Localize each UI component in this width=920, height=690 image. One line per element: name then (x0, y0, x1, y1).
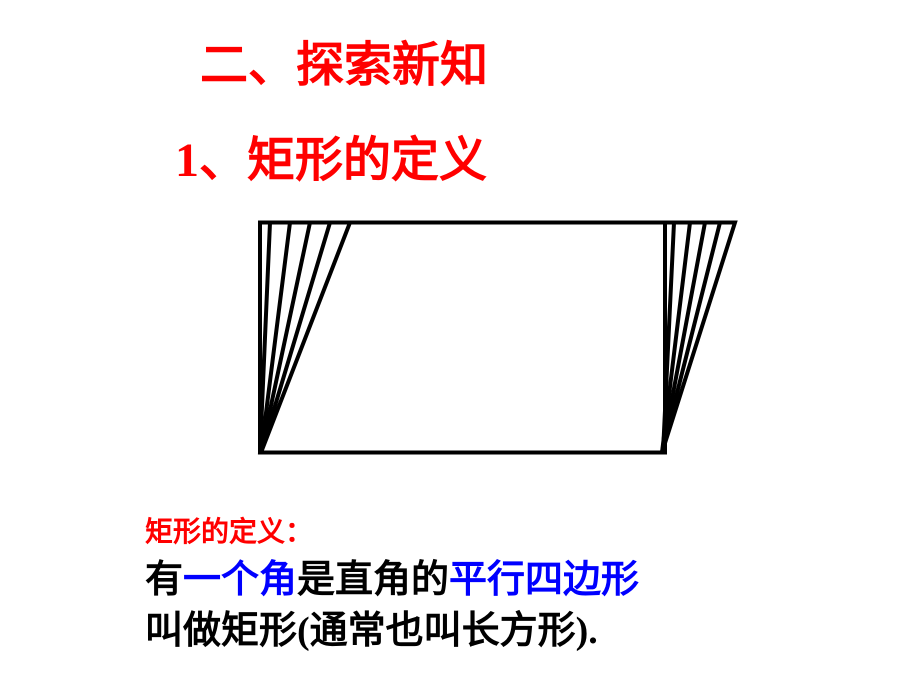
heading-number: 1 (175, 134, 199, 187)
parallelogram-diagram (230, 210, 740, 470)
def-part1: 有 (145, 559, 183, 601)
def-part4: 平行四边形 (449, 559, 639, 601)
def-part2: 一个角 (183, 559, 297, 601)
section-heading: 二、探索新知 (200, 25, 488, 95)
def-part3: 是直角的 (297, 559, 449, 601)
definition-text: 有一个角是直角的平行四边形叫做矩形(通常也叫长方形). (145, 555, 639, 658)
def-part5: 叫做矩形(通常也叫长方形). (145, 610, 598, 652)
subsection-heading: 1、矩形的定义 (175, 120, 487, 190)
definition-label: 矩形的定义： (145, 510, 313, 550)
heading-text: 、矩形的定义 (199, 134, 487, 187)
